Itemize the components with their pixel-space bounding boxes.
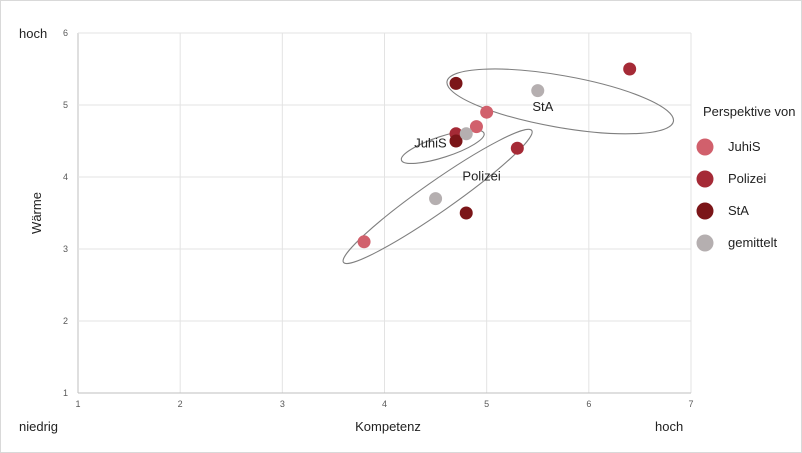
data-point — [459, 206, 473, 220]
data-point — [449, 76, 463, 90]
grid — [77, 32, 692, 394]
legend-label: StA — [728, 203, 749, 218]
data-point — [469, 120, 483, 134]
data-point — [459, 127, 473, 141]
data-point — [357, 235, 371, 249]
data-point — [480, 105, 494, 119]
x-tick-label: 1 — [75, 399, 80, 409]
data-point — [449, 134, 463, 148]
cluster-label: StA — [532, 99, 553, 114]
legend-label: gemittelt — [728, 235, 778, 250]
cluster-label: Polizei — [462, 169, 500, 184]
legend-title: Perspektive von — [703, 104, 796, 119]
legend-marker — [696, 202, 714, 220]
y-tick-label: 3 — [63, 244, 68, 254]
cluster-ellipse — [446, 68, 675, 135]
y-high-label: hoch — [19, 26, 47, 41]
y-tick-label: 1 — [63, 388, 68, 398]
x-axis-title: Kompetenz — [355, 419, 421, 434]
x-tick-label: 7 — [688, 399, 693, 409]
y-tick-label: 5 — [63, 100, 68, 110]
x-low-label: niedrig — [19, 419, 58, 434]
legend: Perspektive von JuhiS Polizei StA gemittelt — [696, 104, 796, 252]
x-tick-label: 6 — [586, 399, 591, 409]
cluster-ellipses — [342, 68, 675, 265]
y-tick-label: 4 — [63, 172, 68, 182]
x-high-label: hoch — [655, 419, 683, 434]
data-point — [429, 192, 443, 206]
x-tick-label: 5 — [484, 399, 489, 409]
x-tick-label: 3 — [280, 399, 285, 409]
legend-marker — [696, 170, 714, 188]
legend-label: Polizei — [728, 171, 766, 186]
cluster-labels: StA JuhiS Polizei — [414, 99, 553, 184]
x-tick-label: 2 — [178, 399, 183, 409]
cluster-ellipse — [400, 129, 485, 165]
tick-labels: 1 2 3 4 5 6 7 1 2 3 4 5 6 — [63, 28, 694, 409]
legend-label: JuhiS — [728, 139, 761, 154]
legend-marker — [696, 138, 714, 156]
x-tick-label: 4 — [382, 399, 387, 409]
cluster-label: JuhiS — [414, 135, 447, 150]
legend-entries: JuhiS Polizei StA gemittelt — [696, 138, 778, 252]
y-tick-label: 6 — [63, 28, 68, 38]
cluster-ellipse — [342, 128, 533, 265]
data-point — [623, 62, 637, 76]
data-points — [357, 62, 637, 249]
y-tick-label: 2 — [63, 316, 68, 326]
y-axis-title: Wärme — [29, 192, 44, 234]
data-point — [510, 141, 524, 155]
data-point — [531, 84, 545, 98]
legend-marker — [696, 234, 714, 252]
